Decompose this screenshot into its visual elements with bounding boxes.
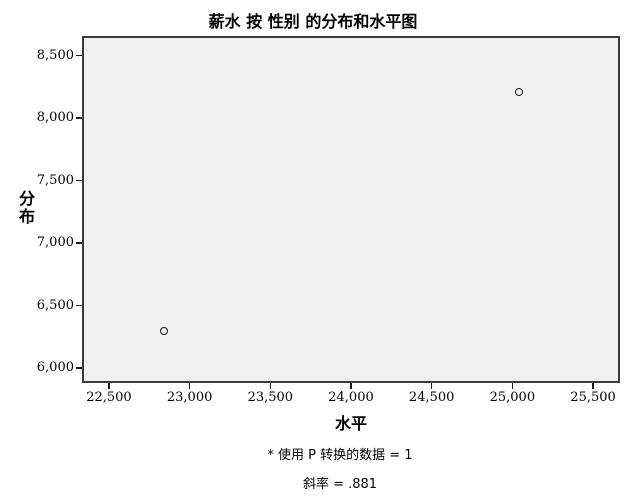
x-tick-mark xyxy=(108,383,110,389)
y-tick-label: 8,000 xyxy=(36,110,74,125)
x-tick-label: 22,500 xyxy=(86,390,132,405)
x-tick-mark xyxy=(350,383,352,389)
plot-area xyxy=(82,36,620,383)
x-tick-mark xyxy=(430,383,433,389)
y-tick-label: 6,000 xyxy=(36,360,74,375)
x-tick-label: 25,000 xyxy=(489,390,536,405)
y-tick-mark xyxy=(76,242,82,244)
x-tick-mark xyxy=(269,383,272,389)
y-tick-label: 8,500 xyxy=(36,47,74,63)
y-tick-mark xyxy=(76,304,82,307)
x-axis-label: 水平 xyxy=(334,414,367,433)
x-tick-mark xyxy=(592,383,594,389)
x-tick-label: 24,000 xyxy=(328,390,374,405)
chart-title: 薪水 按 性别 的分布和水平图 xyxy=(208,12,418,31)
x-tick-label: 24,500 xyxy=(408,390,455,405)
x-tick-mark xyxy=(188,383,191,389)
y-axis-label: 分布 xyxy=(16,190,35,226)
x-tick-label: 23,000 xyxy=(166,390,213,405)
x-tick-label: 23,500 xyxy=(247,390,294,405)
x-tick-mark xyxy=(511,383,514,389)
footnote-slope: 斜率 = .881 xyxy=(302,477,378,492)
x-tick-label: 25,500 xyxy=(570,390,616,405)
data-point xyxy=(514,87,523,96)
footnote-transform: * 使用 P 转换的数据 = 1 xyxy=(267,448,413,463)
y-tick-label: 7,000 xyxy=(36,235,74,250)
data-point xyxy=(159,327,168,335)
y-tick-label: 6,500 xyxy=(36,297,74,313)
y-tick-mark xyxy=(76,179,82,182)
y-tick-label: 7,500 xyxy=(36,172,74,188)
y-tick-mark xyxy=(76,54,82,57)
y-tick-mark xyxy=(76,117,82,119)
y-tick-mark xyxy=(76,367,82,369)
